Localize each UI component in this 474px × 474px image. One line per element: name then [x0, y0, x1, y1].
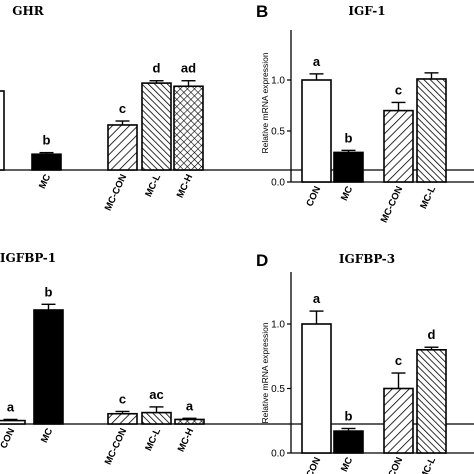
y-tick-label: 1.0: [271, 320, 285, 331]
bar-mc-h: [174, 418, 205, 425]
significance-label: c: [395, 82, 402, 97]
y-tick-label: 1.0: [271, 76, 285, 87]
bars: a b c: [301, 54, 447, 183]
significance-label: c: [119, 101, 126, 116]
significance-label: c: [119, 391, 126, 406]
y-tick-label: 0.5: [271, 384, 285, 395]
bar-mc-con: [383, 109, 414, 183]
significance-label: b: [345, 130, 353, 145]
significance-label: a: [186, 398, 194, 413]
x-tick-labels: CON MC MC-CON MC-L MC-H: [0, 426, 196, 466]
x-tick-label: MC-L: [418, 184, 438, 210]
significance-label: d: [153, 61, 161, 76]
significance-label: a: [313, 291, 321, 306]
bar-con: [0, 90, 5, 171]
bar-con: [0, 419, 26, 425]
x-tick-label: MC-L: [143, 426, 163, 452]
y-tick-labels: 0.0 0.5 1.0: [271, 320, 285, 460]
x-tick-label: MC-CON: [379, 185, 406, 225]
panel-letter: B: [256, 2, 268, 21]
panel-letter: D: [256, 251, 268, 270]
y-axis-label: Relative mRNA expression: [260, 322, 270, 423]
y-axis-label: Relative mRNA expression: [260, 52, 270, 153]
x-tick-label: MC-H: [175, 173, 196, 200]
significance-label: b: [45, 284, 53, 299]
bar-mc-h: [173, 85, 204, 171]
bars: abcdad: [0, 61, 204, 171]
y-tick-label: 0.0: [271, 178, 285, 189]
x-tick-label: MC-L: [143, 172, 163, 198]
significance-label: a: [7, 399, 15, 414]
bar-con: [301, 79, 332, 183]
bar-mc-l: [141, 82, 172, 171]
y-tick-label: 0.5: [271, 127, 285, 138]
x-tick-label: MC-CON: [103, 427, 130, 467]
x-tick-label: CON: [304, 185, 323, 209]
y-tick-label: 0.0: [271, 449, 285, 460]
x-tick-label: MC: [37, 172, 53, 190]
bar-mc-l: [141, 411, 172, 425]
panel-title: IGFBP-1: [0, 251, 56, 265]
x-tick-label: MC: [339, 184, 355, 202]
significance-label: ac: [149, 387, 163, 402]
panel-igfbp3: D IGFBP-3 Relative mRNA expression 0.00.…: [256, 251, 474, 474]
bars: a b c ac a: [0, 284, 205, 425]
bars: a b c d: [301, 291, 447, 454]
x-tick-labels: CON MC MC-CON MC-L: [304, 184, 438, 224]
x-tick-label: MC-L: [418, 455, 438, 474]
panel-igf1: B IGF-1 Relative mRNA expression 0.0 0.5 1…: [256, 2, 474, 225]
x-tick-label: CON: [0, 427, 17, 451]
significance-label: d: [428, 327, 436, 342]
bar-mc-con: [107, 412, 138, 425]
bar-con: [301, 323, 332, 454]
x-tick-labels: CON MC MC-CON MC-L: [304, 455, 438, 474]
significance-label: c: [395, 353, 402, 368]
panel-title: GHR: [12, 4, 45, 18]
significance-label: b: [43, 133, 51, 148]
panel-title: IGFBP-3: [339, 252, 395, 266]
bar-mc: [31, 153, 62, 171]
panel-title: IGF-1: [348, 4, 385, 18]
x-tick-label: MC-H: [176, 427, 197, 454]
significance-label: a: [313, 54, 321, 69]
bar-mc: [333, 151, 364, 183]
y-tick-labels: 0.0 0.5 1.0: [271, 76, 285, 189]
x-tick-label: MC-CON: [379, 456, 406, 474]
x-tick-label: MC: [339, 455, 355, 473]
significance-label: b: [345, 408, 353, 423]
x-tick-label: CON: [304, 456, 323, 474]
significance-label: ad: [181, 61, 196, 76]
bar-mc-l: [416, 348, 447, 454]
bar-mc-con: [383, 387, 414, 454]
bar-mc-l: [416, 78, 447, 183]
x-tick-label: MC: [39, 426, 55, 444]
x-tick-label: MC-CON: [103, 173, 130, 213]
bar-mc: [33, 309, 64, 425]
bar-mc-con: [107, 124, 138, 171]
bar-mc: [333, 430, 364, 454]
